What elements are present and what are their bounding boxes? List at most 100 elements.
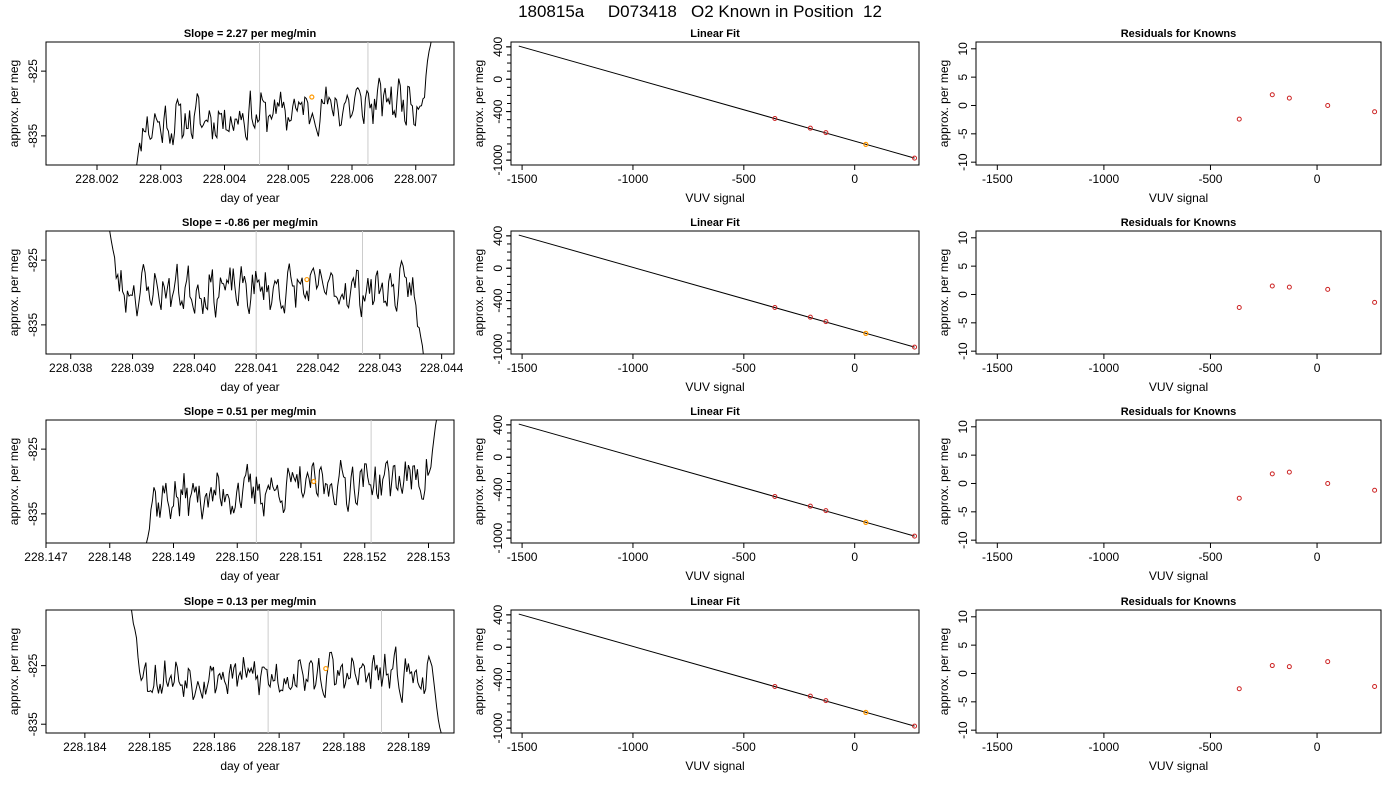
known-point [772,493,778,499]
panel-residuals-row-1: Residuals for Knowns -1500 -1000 -500 0 VUV s… [937,28,1382,205]
known-point [772,115,778,121]
plot-area [130,610,442,733]
known-point [823,319,829,325]
y-tick-label: 5 [956,641,970,648]
y-tick-label: 400 [491,605,505,625]
x-axis-label: day of year [220,759,279,773]
residual-point [1269,663,1275,669]
plot-frame [510,230,920,355]
x-tick-label: -1500 [507,361,538,375]
panel-title: Slope = 2.27 per meg/min [184,28,317,40]
plot-area [145,420,438,543]
known-point [807,503,813,509]
y-tick-label: -10 [956,342,970,360]
x-tick-label: 228.152 [343,550,387,564]
x-tick-label: 228.044 [420,361,464,375]
x-tick-label: 228.153 [407,550,451,564]
plot-area [518,234,918,350]
residual-point [1236,305,1242,311]
panel-title: Residuals for Knowns [1121,217,1237,229]
residual-point [1325,102,1331,108]
residual-point [1325,286,1331,292]
plot-frame [510,41,920,166]
panel-title: Residuals for Knowns [1121,596,1237,608]
x-tick-label: 0 [851,550,858,564]
y-tick-label: -835 [26,502,40,526]
x-tick-label: 228.006 [330,172,374,186]
x-axis-label: VUV signal [1149,380,1208,394]
plot-area [518,613,918,729]
y-tick-label: -5 [956,506,970,517]
plot-frame [975,41,1382,166]
panel-title: Linear Fit [690,217,740,229]
x-tick-label: 0 [1314,361,1321,375]
y-tick-label: -835 [26,712,40,736]
residual-point [1372,684,1378,690]
plot-frame [975,230,1382,355]
figure-title: 180815a D073418 O2 Known in Position 12 [518,2,882,21]
x-tick-label: 228.041 [234,361,278,375]
x-tick-label: 228.185 [128,740,172,754]
y-tick-label: 5 [956,262,970,269]
y-tick-label: -400 [491,667,505,691]
x-tick-label: 228.003 [139,172,183,186]
x-tick-label: -1000 [618,740,649,754]
known-point [823,508,829,514]
x-tick-label: 228.038 [49,361,93,375]
y-tick-label: 5 [956,73,970,80]
y-tick-label: -1000 [491,144,505,175]
y-axis-label: approx. per meg [472,628,486,715]
y-tick-label: 0 [491,454,505,461]
panel-residuals-row-4: Residuals for Knowns -1500 -1000 -500 0 VUV s… [937,596,1382,773]
x-axis-label: VUV signal [1149,191,1208,205]
x-tick-label: 228.186 [193,740,237,754]
plot-frame [45,609,455,734]
panel-time-series-row-3: Slope = 0.51 per meg/min 228.147 228.148 22… [7,406,455,583]
panel-title: Slope = 0.51 per meg/min [184,406,317,418]
plot-area [518,423,918,539]
plot-area [1236,659,1378,692]
x-axis-label: VUV signal [685,380,744,394]
panel-residuals-row-2: Residuals for Knowns -1500 -1000 -500 0 VUV s… [937,217,1382,394]
plot-frame [45,419,455,544]
y-tick-label: -10 [956,531,970,549]
x-tick-label: 228.043 [358,361,402,375]
y-tick-label: -10 [956,721,970,739]
known-point [823,698,829,704]
residual-point [1286,664,1292,670]
y-tick-label: -1000 [491,712,505,743]
plot-frame [510,419,920,544]
measurement-trace [136,42,432,165]
x-tick-label: 228.007 [394,172,438,186]
x-tick-label: 0 [851,740,858,754]
y-tick-label: -1000 [491,333,505,364]
y-tick-label: 0 [956,480,970,487]
x-tick-label: 0 [851,361,858,375]
y-axis-label: approx. per meg [472,249,486,336]
residual-point [1372,109,1378,115]
fit-line [518,423,915,537]
residual-point [1372,299,1378,305]
plot-area [136,42,432,165]
plot-area [1236,283,1378,311]
known-point [772,683,778,689]
y-tick-label: -5 [956,317,970,328]
x-tick-label: 228.149 [152,550,196,564]
x-tick-label: -500 [732,740,756,754]
plot-area [109,231,424,354]
plot-frame [975,609,1382,734]
residual-point [1286,469,1292,475]
x-tick-label: 228.187 [257,740,301,754]
sample-point [863,141,869,147]
x-tick-label: 228.002 [75,172,119,186]
y-tick-label: -5 [956,128,970,139]
plot-frame [45,41,455,166]
mean-marker [311,478,317,485]
y-tick-label: 400 [491,37,505,57]
y-tick-label: 0 [491,76,505,83]
panel-title: Slope = 0.13 per meg/min [184,596,317,608]
y-axis-label: approx. per meg [937,60,951,147]
